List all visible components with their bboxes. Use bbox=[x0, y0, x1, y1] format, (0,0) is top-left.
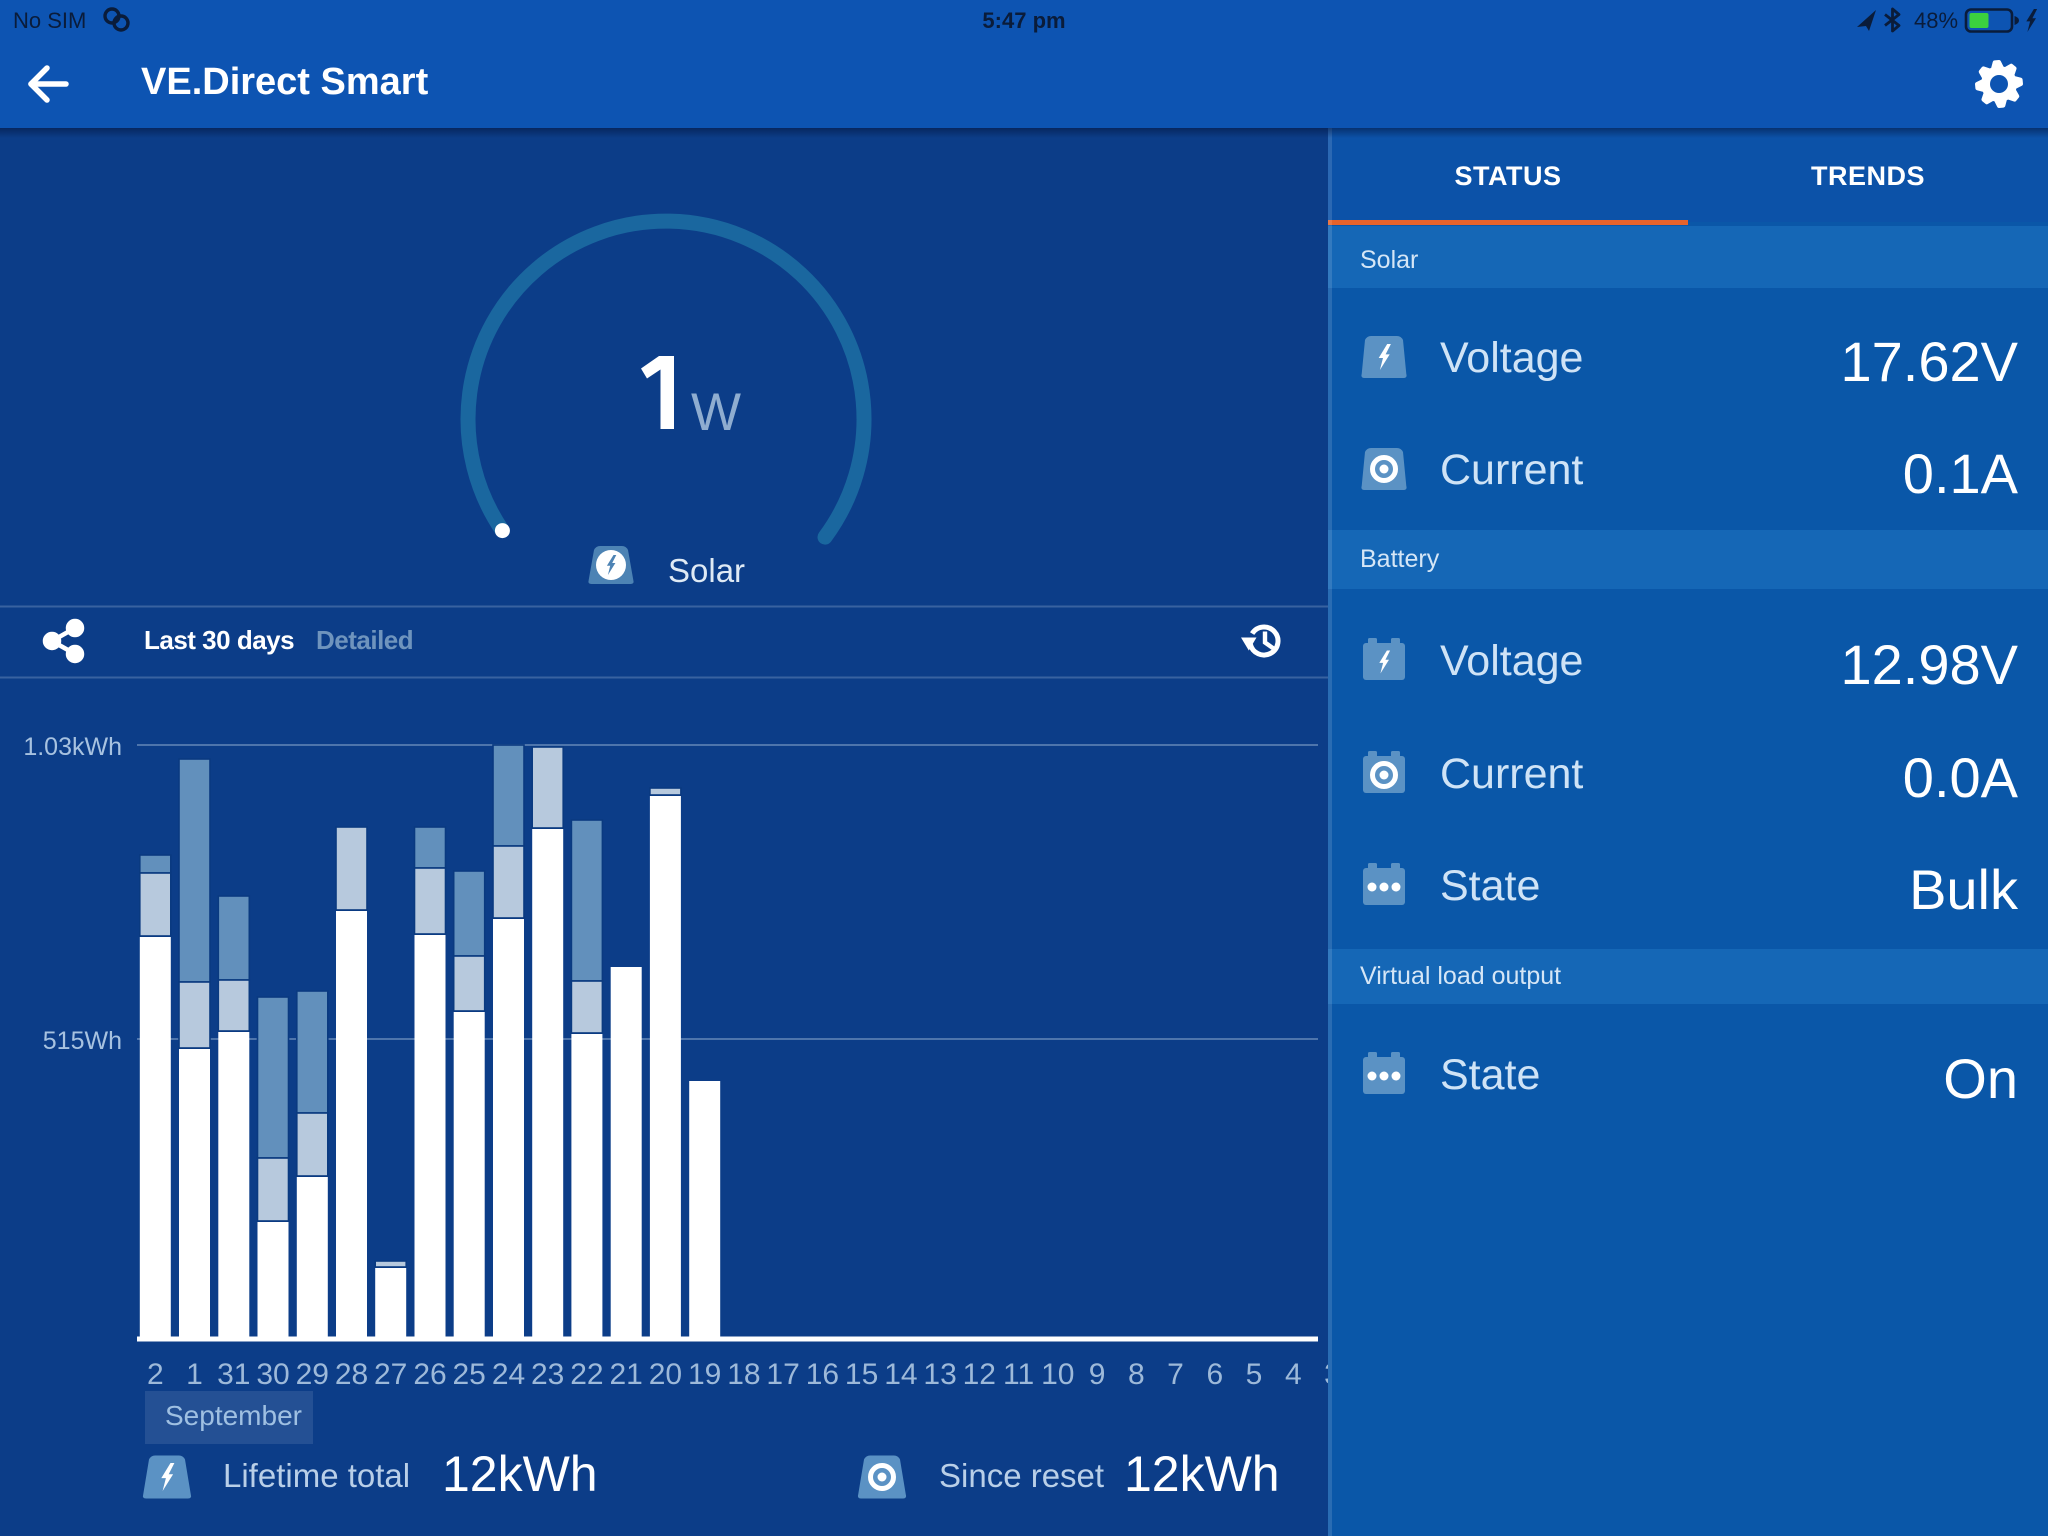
svg-text:September: September bbox=[165, 1400, 302, 1431]
svg-text:24: 24 bbox=[492, 1358, 525, 1391]
svg-text:29: 29 bbox=[296, 1358, 329, 1391]
svg-text:2: 2 bbox=[147, 1358, 164, 1391]
svg-text:13: 13 bbox=[923, 1358, 956, 1391]
svg-text:27: 27 bbox=[374, 1358, 407, 1391]
svg-text:12: 12 bbox=[963, 1358, 996, 1391]
svg-text:21: 21 bbox=[610, 1358, 643, 1391]
svg-text:Lifetime total: Lifetime total bbox=[223, 1457, 410, 1494]
svg-text:31: 31 bbox=[217, 1358, 250, 1391]
svg-text:3: 3 bbox=[1324, 1358, 1328, 1391]
svg-text:20: 20 bbox=[649, 1358, 682, 1391]
svg-text:1: 1 bbox=[186, 1358, 203, 1391]
svg-text:11: 11 bbox=[1003, 1358, 1034, 1391]
svg-text:17: 17 bbox=[766, 1358, 799, 1391]
svg-text:5:47 pm: 5:47 pm bbox=[982, 8, 1065, 33]
svg-text:7: 7 bbox=[1167, 1358, 1184, 1391]
svg-text:28: 28 bbox=[335, 1358, 368, 1391]
svg-text:19: 19 bbox=[688, 1358, 721, 1391]
svg-text:Last 30 days: Last 30 days bbox=[144, 625, 294, 655]
svg-text:15: 15 bbox=[845, 1358, 878, 1391]
svg-text:9: 9 bbox=[1089, 1358, 1106, 1391]
svg-text:10: 10 bbox=[1041, 1358, 1074, 1391]
svg-text:48%: 48% bbox=[1914, 8, 1958, 33]
svg-text:8: 8 bbox=[1128, 1358, 1145, 1391]
svg-text:W: W bbox=[691, 383, 741, 442]
svg-text:16: 16 bbox=[806, 1358, 839, 1391]
svg-text:22: 22 bbox=[570, 1358, 603, 1391]
svg-text:Since reset: Since reset bbox=[939, 1457, 1104, 1494]
svg-text:No SIM: No SIM bbox=[13, 8, 86, 33]
svg-text:Detailed: Detailed bbox=[316, 625, 413, 655]
svg-text:5: 5 bbox=[1246, 1358, 1263, 1391]
svg-text:14: 14 bbox=[884, 1358, 917, 1391]
svg-text:1.03kWh: 1.03kWh bbox=[23, 733, 122, 761]
svg-text:6: 6 bbox=[1206, 1358, 1223, 1391]
svg-text:515Wh: 515Wh bbox=[43, 1027, 122, 1055]
svg-text:12kWh: 12kWh bbox=[1124, 1446, 1280, 1502]
svg-text:26: 26 bbox=[413, 1358, 446, 1391]
svg-text:23: 23 bbox=[531, 1358, 564, 1391]
svg-text:12kWh: 12kWh bbox=[442, 1446, 598, 1502]
svg-text:30: 30 bbox=[256, 1358, 289, 1391]
svg-text:18: 18 bbox=[727, 1358, 760, 1391]
svg-text:Solar: Solar bbox=[668, 552, 745, 589]
svg-text:4: 4 bbox=[1285, 1358, 1302, 1391]
svg-text:25: 25 bbox=[453, 1358, 486, 1391]
